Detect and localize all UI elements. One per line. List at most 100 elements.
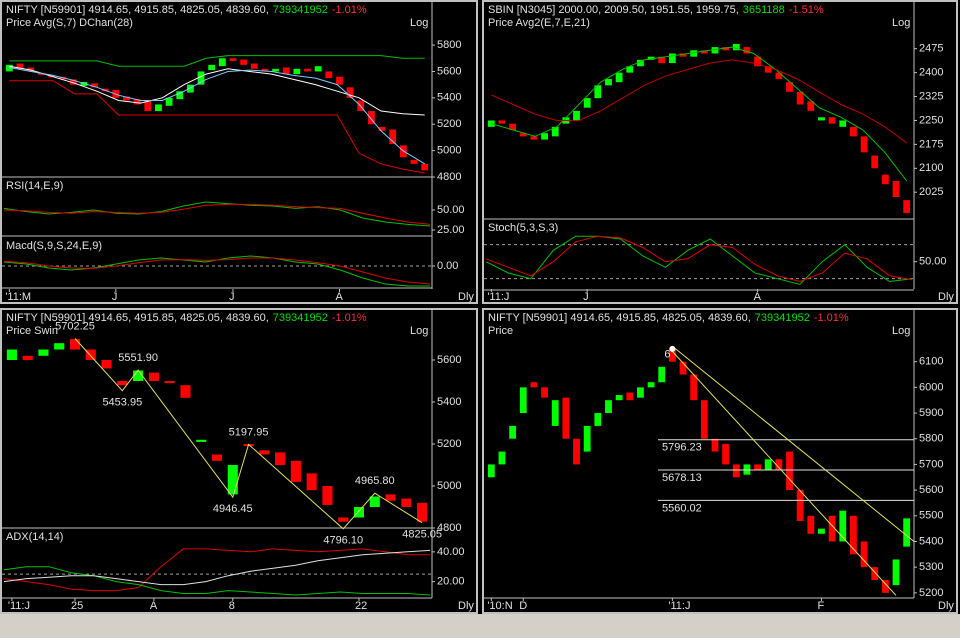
candle — [417, 502, 428, 522]
candle — [290, 460, 301, 482]
date-label: J — [583, 291, 589, 303]
candle — [186, 84, 194, 93]
price-label: Price — [488, 325, 513, 337]
y-tick-label: 0.00 — [437, 260, 458, 272]
candle — [509, 123, 517, 131]
price-label: Price Swin — [6, 325, 58, 337]
candle — [892, 559, 900, 586]
candle — [229, 58, 237, 61]
candle — [573, 110, 580, 121]
y-tick-label: 5200 — [437, 118, 461, 130]
candle — [786, 451, 793, 491]
y-tick-label: 50.00 — [437, 204, 465, 216]
indicator-line — [3, 201, 431, 227]
indicator-line — [3, 566, 431, 596]
header-text: NIFTY [N59901] 4914.65, 4915.85, 4825.05… — [6, 312, 269, 324]
candle — [637, 387, 644, 398]
y-tick-label: 4800 — [437, 171, 461, 183]
date-label: '11:M — [5, 291, 31, 303]
y-tick-label: 5200 — [437, 438, 461, 450]
candle — [38, 349, 49, 356]
indicator-label: Macd(S,9,S,24,E,9) — [6, 240, 102, 252]
panel-header: SBIN [N3045] 2000.00, 2009.50, 1951.55, … — [488, 4, 824, 16]
candle — [700, 50, 708, 54]
indicator-label: RSI(14,E,9) — [6, 180, 63, 192]
candle — [123, 96, 130, 101]
change: -1.51% — [789, 4, 824, 16]
candle — [871, 155, 879, 169]
candle — [807, 101, 815, 111]
candle — [594, 85, 602, 99]
scale-label: Log — [410, 325, 428, 337]
candle — [261, 68, 269, 72]
candle — [828, 515, 836, 542]
candle — [775, 459, 783, 470]
candle — [594, 413, 602, 426]
date-label: F — [817, 600, 824, 612]
candle — [338, 517, 349, 522]
candle — [530, 382, 538, 388]
date-label: 8 — [229, 600, 235, 612]
y-tick-label: 5400 — [437, 396, 461, 408]
panel-frame — [0, 308, 478, 614]
indicator-label: Stoch(5,3,S,3) — [488, 222, 558, 234]
candle — [903, 200, 911, 213]
candle — [881, 174, 889, 185]
candle — [16, 63, 24, 69]
candle — [583, 425, 591, 452]
candle — [668, 53, 676, 64]
y-tick-label: 5600 — [437, 65, 461, 77]
candle — [881, 580, 889, 593]
period-label: Dly — [938, 600, 954, 612]
date-label: '11:J — [487, 291, 509, 303]
candle — [165, 97, 173, 106]
y-tick-label: 2025 — [919, 186, 943, 198]
y-tick-label: 2100 — [919, 162, 943, 174]
candle — [306, 473, 317, 491]
y-tick-label: 2400 — [919, 67, 943, 79]
candle — [218, 58, 226, 67]
candle — [743, 47, 751, 54]
header-text: SBIN [N3045] 2000.00, 2009.50, 1951.55, … — [488, 4, 739, 16]
candle — [250, 63, 258, 69]
candle — [5, 64, 13, 72]
swing-label: 4965.80 — [355, 475, 395, 487]
candle — [509, 425, 517, 439]
candle — [605, 78, 612, 86]
candle — [711, 47, 719, 54]
candle — [410, 159, 418, 164]
indicator-line — [3, 549, 431, 586]
candle — [498, 120, 506, 124]
candle — [626, 66, 634, 73]
candle — [679, 53, 687, 57]
scale-label: Log — [410, 17, 428, 29]
candle — [353, 507, 365, 518]
trend-line — [672, 345, 915, 542]
y-tick-label: 50.00 — [919, 256, 947, 268]
candle — [807, 515, 815, 534]
candle — [259, 450, 270, 455]
y-tick-label: 5400 — [437, 92, 461, 104]
candle — [346, 87, 354, 98]
overlay-line — [491, 59, 907, 144]
candle — [700, 400, 708, 439]
indicator-line — [3, 548, 430, 592]
y-tick-label: 4800 — [437, 522, 461, 534]
candle — [605, 400, 612, 414]
swing-label: 5197.95 — [229, 426, 269, 438]
price-label: Price Avg(S,7) DChan(28) — [6, 17, 133, 29]
candle — [487, 464, 495, 478]
y-tick-label: 5800 — [919, 433, 943, 445]
y-tick-label: 5800 — [437, 39, 461, 51]
candle — [690, 374, 698, 401]
candle — [54, 343, 65, 350]
date-label: A — [754, 291, 762, 303]
y-tick-label: 5600 — [919, 484, 943, 496]
panel-frame — [482, 308, 958, 614]
candle — [304, 68, 311, 72]
swing-label: 5453.95 — [102, 397, 142, 409]
level-label: 5560.02 — [662, 502, 702, 514]
overlay-line — [491, 46, 908, 182]
candle — [551, 400, 559, 426]
candle — [583, 98, 591, 108]
